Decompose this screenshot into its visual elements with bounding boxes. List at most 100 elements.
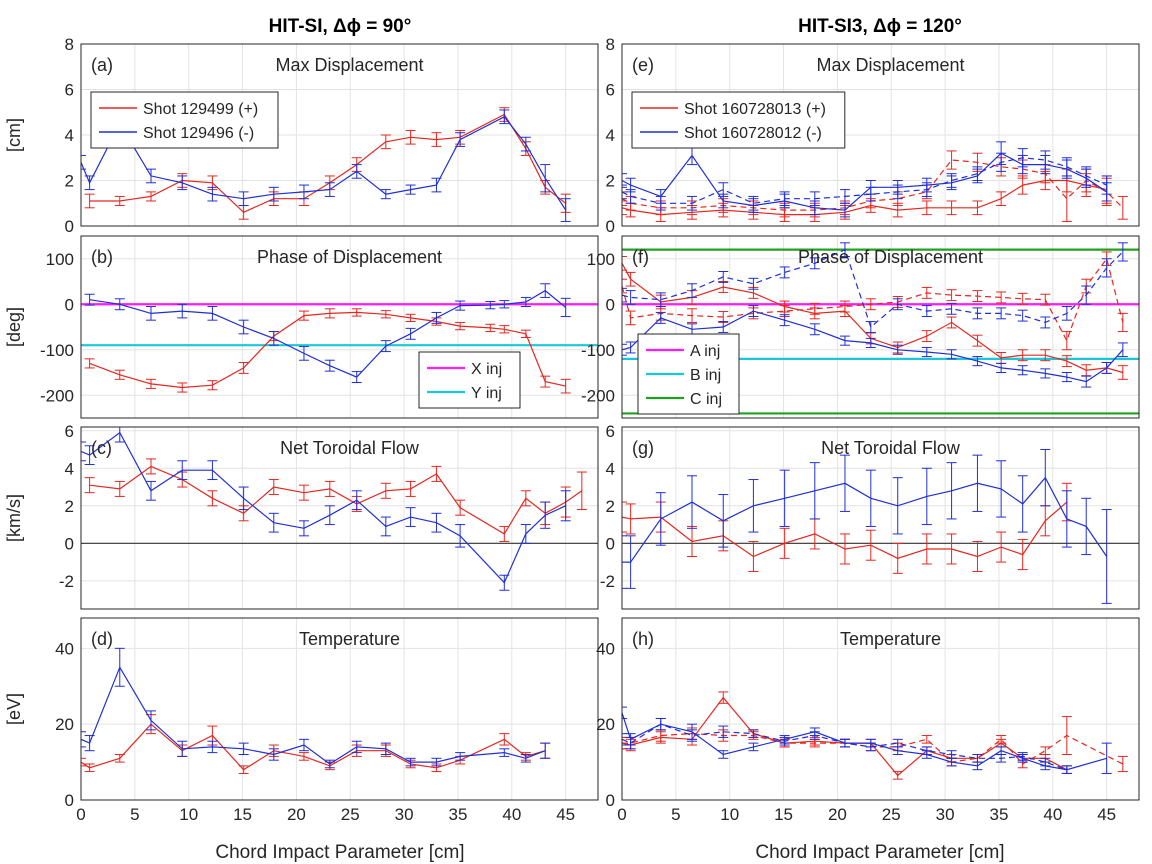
y-tick-label-g-3: 4	[606, 459, 615, 478]
legend-label-f-1: B inj	[690, 367, 721, 384]
plot-frame-b	[80, 235, 599, 419]
x-tick-label-h-2: 10	[720, 805, 739, 824]
y-tick-label-h-1: 20	[596, 715, 615, 734]
series-line-d-1	[81, 665, 546, 765]
series-b-0	[84, 308, 571, 394]
plot-frame-d	[80, 617, 599, 801]
x-tick-label-d-1: 5	[130, 805, 139, 824]
legend-label-a-1: Shot 129496 (-)	[143, 125, 254, 142]
y-axis-label-d: [eV]	[4, 693, 24, 725]
y-tick-label-f-0: -200	[581, 386, 615, 405]
plot-content-c	[81, 427, 598, 591]
plot-content-a	[81, 107, 571, 222]
x-axis-label-left: Chord Impact Parameter [cm]	[215, 842, 464, 863]
series-f-3	[622, 242, 1128, 333]
x-tick-label-h-3: 15	[774, 805, 793, 824]
series-line-h-3	[622, 723, 1068, 771]
legend-label-b-0: X inj	[471, 361, 502, 378]
series-line-g-1	[622, 476, 1108, 563]
panel-title-h: Temperature	[840, 629, 941, 649]
y-tick-label-f-3: 100	[587, 250, 615, 269]
y-tick-label-e-0: 0	[606, 217, 615, 236]
x-tick-label-d-7: 35	[449, 805, 468, 824]
x-tick-label-d-2: 10	[179, 805, 198, 824]
series-line-e-3	[622, 157, 1107, 204]
y-tick-label-g-2: 2	[606, 497, 615, 516]
y-tick-label-b-2: 0	[65, 295, 74, 314]
y-tick-label-a-2: 4	[65, 126, 74, 145]
panel-title-b: Phase of Displacement	[257, 247, 442, 267]
x-tick-label-h-0: 0	[617, 805, 626, 824]
y-tick-label-c-2: 2	[65, 497, 74, 516]
x-tick-label-d-8: 40	[502, 805, 521, 824]
plot-content-h	[622, 691, 1128, 780]
x-tick-label-h-5: 25	[882, 805, 901, 824]
legend-f: A inj B inj C inj	[637, 333, 740, 415]
panel-title-g: Net Toroidal Flow	[821, 438, 961, 458]
y-tick-label-c-0: -2	[59, 572, 74, 591]
x-tick-label-d-4: 20	[287, 805, 306, 824]
panel-f: -200 -100 0 100 (f) Phase of Displacement A in…	[581, 235, 1140, 419]
y-tick-label-e-2: 4	[606, 126, 615, 145]
plot-content-d	[81, 647, 551, 774]
x-tick-label-h-4: 20	[828, 805, 847, 824]
y-tick-label-c-4: 6	[65, 422, 74, 441]
y-tick-label-a-1: 2	[65, 172, 74, 191]
series-c-1	[81, 427, 571, 591]
plot-frame-g	[621, 426, 1140, 610]
y-tick-label-b-1: -100	[40, 341, 74, 360]
series-line-e-1	[622, 159, 1124, 211]
y-tick-label-f-1: -100	[581, 341, 615, 360]
x-tick-label-d-3: 15	[233, 805, 252, 824]
x-tick-label-h-1: 5	[671, 805, 680, 824]
series-line-e-0	[622, 179, 1107, 216]
y-tick-label-c-3: 4	[65, 459, 74, 478]
panel-letter-g: (g)	[632, 438, 654, 458]
legend-box-b	[418, 351, 521, 409]
series-g-1	[622, 449, 1112, 604]
column-title-left: HIT-SI, Δϕ = 90°	[269, 16, 412, 37]
series-line-a-0	[89, 113, 567, 214]
y-tick-label-d-2: 40	[55, 639, 74, 658]
x-tick-label-d-6: 30	[395, 805, 414, 824]
legend-label-f-2: C inj	[690, 391, 722, 408]
legend-label-e-0: Shot 160728013 (+)	[684, 101, 826, 118]
panel-g: -2 0 2 4 6 (g) Net Toroidal Flow	[600, 422, 1140, 610]
y-tick-label-f-2: 0	[606, 295, 615, 314]
y-tick-label-c-1: 0	[65, 534, 74, 553]
y-tick-label-a-4: 8	[65, 35, 74, 54]
legend-label-a-0: Shot 129499 (+)	[143, 101, 258, 118]
plot-frame-c	[80, 426, 599, 610]
panel-letter-d: (d)	[91, 629, 113, 649]
panel-letter-c: (c)	[91, 438, 112, 458]
y-tick-label-a-3: 6	[65, 81, 74, 100]
y-tick-label-g-4: 6	[606, 422, 615, 441]
y-tick-label-a-0: 0	[65, 217, 74, 236]
panel-title-d: Temperature	[299, 629, 400, 649]
plot-frame-f	[621, 235, 1140, 419]
panel-b: -200 -100 0 100 [deg] (b) Phase of Displacemen…	[4, 235, 599, 419]
y-tick-label-d-0: 0	[65, 791, 74, 810]
series-e-3	[622, 148, 1112, 211]
x-tick-label-h-9: 45	[1097, 805, 1116, 824]
panel-e: 0 2 4 6 8 (e) Max Displacement Shot 160728013 (…	[606, 35, 1140, 236]
y-tick-label-e-3: 6	[606, 81, 615, 100]
series-f-2	[622, 305, 1128, 388]
x-tick-label-d-0: 0	[76, 805, 85, 824]
panel-a: 0 2 4 6 8 [cm] (a) Max Displacement Shot 129499 …	[4, 35, 599, 236]
panel-title-a: Max Displacement	[275, 55, 423, 75]
series-h-3	[622, 717, 1072, 774]
panel-letter-h: (h)	[632, 629, 654, 649]
x-tick-label-h-8: 40	[1043, 805, 1062, 824]
legend-e: Shot 160728013 (+) Shot 160728012 (-)	[631, 91, 846, 149]
x-tick-label-d-9: 45	[556, 805, 575, 824]
x-axis-label-right: Chord Impact Parameter [cm]	[755, 842, 1004, 863]
plot-frame-e	[621, 43, 1140, 227]
panel-h: 0 5 10 15 20 25 30 35 40 45 0 20 40 (h) Temperature	[596, 617, 1140, 824]
plot-frame-a	[80, 43, 599, 227]
legend-box-a	[90, 91, 279, 149]
y-axis-label-a: [cm]	[4, 118, 24, 152]
legend-label-e-1: Shot 160728012 (-)	[684, 125, 822, 142]
series-a-1	[81, 109, 571, 222]
legend-b: X inj Y inj	[418, 351, 521, 409]
